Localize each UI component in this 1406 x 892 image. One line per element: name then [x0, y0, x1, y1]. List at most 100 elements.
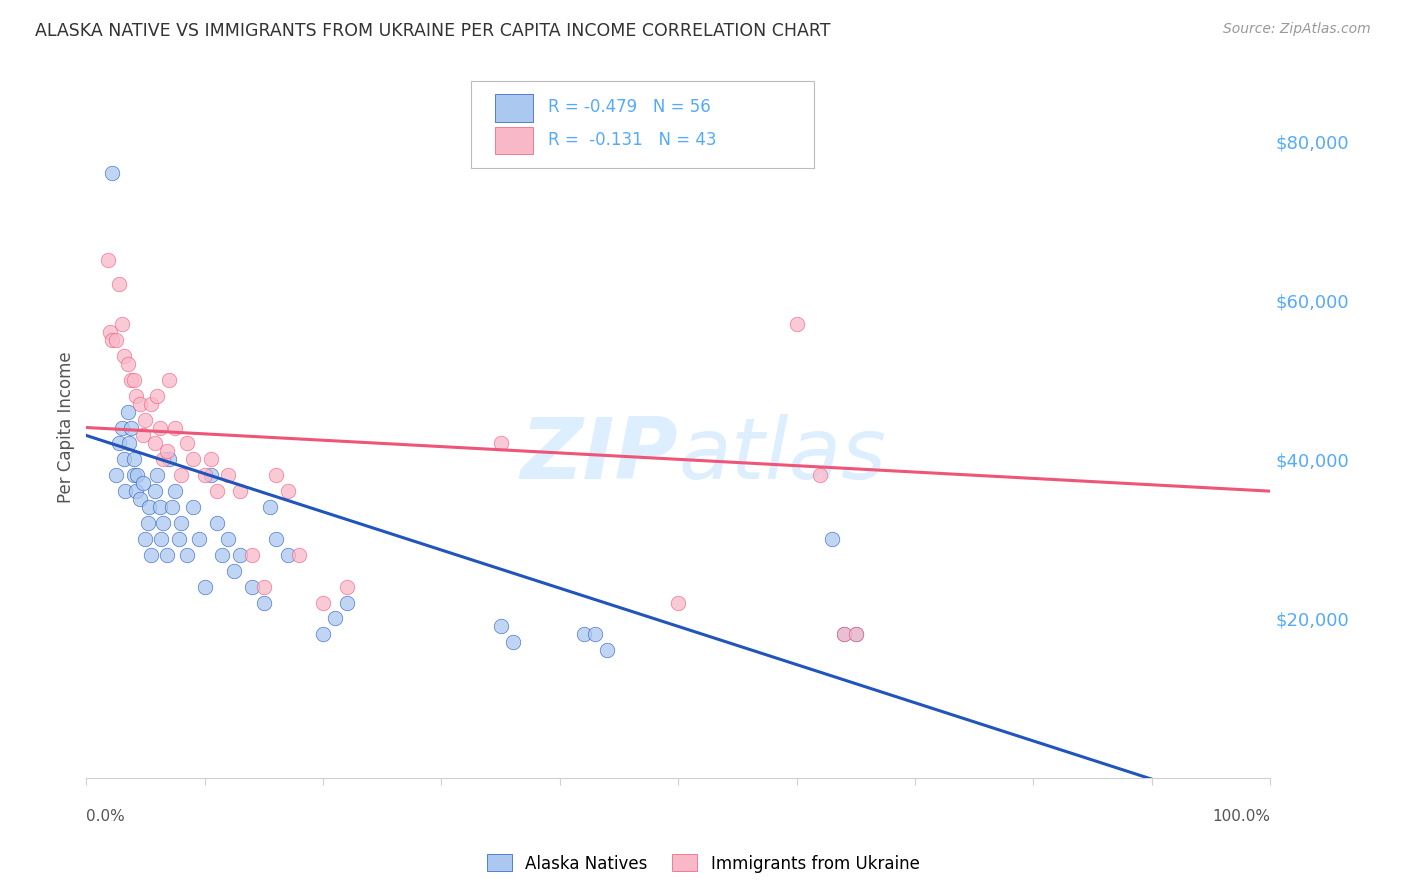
Point — [143, 484, 166, 499]
Point — [98, 325, 121, 339]
Point — [786, 317, 808, 331]
Point — [134, 412, 156, 426]
Point — [187, 532, 209, 546]
Point — [112, 452, 135, 467]
Point — [821, 532, 844, 546]
Point — [111, 420, 134, 434]
Point — [101, 333, 124, 347]
Point — [165, 420, 187, 434]
Point — [323, 611, 346, 625]
Point — [502, 635, 524, 649]
Point — [146, 468, 169, 483]
Point — [117, 404, 139, 418]
Point — [194, 468, 217, 483]
Point — [125, 389, 148, 403]
FancyBboxPatch shape — [471, 81, 814, 169]
Point — [122, 468, 145, 483]
Point — [128, 397, 150, 411]
Point — [253, 580, 276, 594]
Point — [101, 166, 124, 180]
Point — [108, 277, 131, 292]
Point — [845, 627, 868, 641]
Point — [132, 428, 155, 442]
Point — [118, 436, 141, 450]
Point — [122, 452, 145, 467]
Text: R =  -0.131   N = 43: R = -0.131 N = 43 — [548, 131, 717, 149]
Point — [217, 468, 239, 483]
Point — [489, 436, 512, 450]
Point — [176, 548, 198, 562]
Point — [143, 436, 166, 450]
Point — [138, 500, 160, 514]
Point — [312, 595, 335, 609]
Point — [165, 484, 187, 499]
Point — [111, 317, 134, 331]
Point — [205, 516, 228, 530]
FancyBboxPatch shape — [495, 128, 533, 154]
Text: ALASKA NATIVE VS IMMIGRANTS FROM UKRAINE PER CAPITA INCOME CORRELATION CHART: ALASKA NATIVE VS IMMIGRANTS FROM UKRAINE… — [35, 22, 831, 40]
Point — [125, 484, 148, 499]
Text: Source: ZipAtlas.com: Source: ZipAtlas.com — [1223, 22, 1371, 37]
Point — [108, 436, 131, 450]
Point — [157, 373, 180, 387]
Point — [336, 580, 359, 594]
Legend: Alaska Natives, Immigrants from Ukraine: Alaska Natives, Immigrants from Ukraine — [479, 847, 927, 880]
Point — [489, 619, 512, 633]
Point — [253, 595, 276, 609]
Point — [152, 452, 174, 467]
Point — [149, 532, 172, 546]
Point — [277, 484, 299, 499]
Point — [176, 436, 198, 450]
Text: 0.0%: 0.0% — [86, 809, 125, 824]
Point — [596, 643, 619, 657]
Point — [211, 548, 233, 562]
Point — [104, 468, 127, 483]
Point — [312, 627, 335, 641]
Point — [240, 580, 263, 594]
Point — [112, 349, 135, 363]
Text: 100.0%: 100.0% — [1212, 809, 1270, 824]
Point — [336, 595, 359, 609]
Point — [134, 532, 156, 546]
Point — [259, 500, 281, 514]
Point — [146, 389, 169, 403]
Point — [152, 516, 174, 530]
Point — [181, 452, 204, 467]
Point — [224, 564, 246, 578]
Point — [240, 548, 263, 562]
Point — [666, 595, 689, 609]
Point — [127, 468, 149, 483]
Point — [128, 492, 150, 507]
Point — [149, 500, 172, 514]
Point — [132, 476, 155, 491]
Point — [217, 532, 239, 546]
Point — [205, 484, 228, 499]
Point — [288, 548, 311, 562]
Point — [832, 627, 855, 641]
Point — [170, 468, 193, 483]
Point — [97, 253, 120, 268]
Point — [120, 373, 142, 387]
Point — [229, 484, 252, 499]
Point — [149, 420, 172, 434]
Point — [277, 548, 299, 562]
Point — [845, 627, 868, 641]
Point — [170, 516, 193, 530]
Point — [194, 580, 217, 594]
Point — [160, 500, 183, 514]
Point — [156, 548, 179, 562]
Point — [572, 627, 595, 641]
Point — [104, 333, 127, 347]
Point — [114, 484, 136, 499]
Point — [264, 532, 287, 546]
Point — [141, 548, 163, 562]
Point — [167, 532, 190, 546]
Point — [229, 548, 252, 562]
Text: ZIP: ZIP — [520, 414, 678, 497]
Point — [136, 516, 159, 530]
Point — [117, 357, 139, 371]
Point — [141, 397, 163, 411]
Point — [808, 468, 831, 483]
Y-axis label: Per Capita Income: Per Capita Income — [58, 351, 75, 503]
Text: atlas: atlas — [678, 414, 886, 497]
